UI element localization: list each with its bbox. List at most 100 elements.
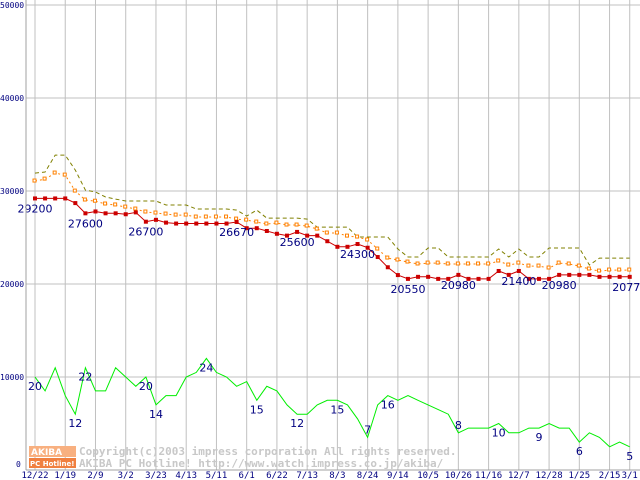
watermark: AKIBA PC Hotline! Copyright(c)2003 impre… [29,445,457,470]
data-point-marker [466,276,471,281]
x-tick-label: 4/13 [175,471,197,480]
data-point-marker [32,178,37,183]
x-tick-label: 1/19 [54,471,76,480]
data-point-marker [345,244,350,249]
data-label: 14 [149,408,163,421]
data-point-marker [63,196,68,201]
data-label: 27600 [68,217,103,230]
data-point-marker [335,244,340,249]
data-point-marker [375,255,380,260]
x-tick-label: 3/1 [622,471,638,480]
data-point-marker [627,267,632,272]
data-point-marker [314,226,319,231]
data-point-marker [566,261,571,266]
data-point-marker [213,214,218,219]
data-label: 5 [626,450,633,463]
data-point-marker [586,266,591,271]
data-point-marker [385,265,390,270]
data-point-marker [52,170,57,175]
data-point-marker [355,234,360,239]
data-point-marker [436,276,441,281]
data-point-marker [234,219,239,224]
y-tick-label: 40000 [0,94,24,103]
data-point-marker [315,233,320,238]
data-point-marker [607,274,612,279]
x-tick-label: 8/24 [357,471,379,480]
logo-bottom-text: PC Hotline! [30,460,74,468]
data-label: 16 [381,399,395,412]
x-tick-label: 7/13 [296,471,318,480]
data-point-marker [405,259,410,264]
data-label: 12 [290,417,304,430]
data-point-marker [344,233,349,238]
y-tick-label: 10000 [0,373,24,382]
data-point-marker [174,221,179,226]
data-point-marker [325,239,330,244]
data-point-marker [577,272,582,277]
data-point-marker [627,274,632,279]
logo-bottom-box [29,458,76,468]
data-point-marker [164,220,169,225]
data-label: 22 [78,371,92,384]
data-point-marker [244,217,249,222]
data-point-marker [163,211,168,216]
data-point-marker [476,276,481,281]
data-point-marker [526,276,531,281]
x-tick-label: 3/2 [118,471,134,480]
data-point-marker [73,201,78,206]
x-tick-label: 2/15 [599,471,621,480]
data-point-marker [284,222,289,227]
data-label: 25600 [280,236,315,249]
logo-top-box [29,446,76,457]
data-point-marker [557,272,562,277]
data-point-marker [365,245,370,250]
data-label: 8 [455,419,462,432]
y-tick-label: 50000 [0,1,24,10]
x-tick-label: 11/16 [475,471,502,480]
data-point-marker [395,273,400,278]
data-point-marker [556,260,561,265]
data-point-marker [576,263,581,268]
data-point-marker [465,261,470,266]
copyright-text: Copyright(c)2003 impress corporation All… [79,445,457,458]
data-label: 24300 [340,248,375,261]
data-point-marker [113,202,118,207]
data-point-marker [324,230,329,235]
data-point-marker [143,219,148,224]
data-point-marker [244,226,249,231]
data-point-marker [33,196,37,201]
data-label: 20980 [542,279,577,292]
data-point-marker [536,263,541,268]
data-point-marker [214,221,219,226]
data-point-marker [607,267,612,272]
data-point-marker [254,219,259,224]
data-point-marker [537,276,541,281]
data-label: 20550 [390,283,425,296]
x-tick-label: 6/1 [239,471,255,480]
series-layer [32,154,632,448]
data-point-marker [184,221,189,226]
data-point-marker [546,265,551,270]
data-point-marker [204,221,209,226]
y-tick-label: 20000 [0,280,24,289]
data-point-marker [425,260,430,265]
data-point-marker [496,258,501,263]
x-tick-label: 2/9 [87,471,103,480]
data-point-marker [194,221,199,226]
logo-top-text: AKIBA [31,448,62,458]
x-tick-label: 6/22 [266,471,288,480]
data-label: 20980 [441,279,476,292]
data-point-marker [617,274,622,279]
data-point-marker [93,209,98,214]
data-point-marker [455,261,460,266]
series-line-shop-count-x500- [34,357,630,448]
data-label: 6 [576,445,583,458]
data-point-marker [264,221,269,226]
grid [26,0,640,470]
data-label: 29200 [18,202,53,215]
data-point-marker [123,204,128,209]
x-tick-label: 12/28 [536,471,563,480]
data-point-marker [264,228,269,233]
data-label: 15 [250,403,264,416]
data-point-marker [486,276,491,281]
